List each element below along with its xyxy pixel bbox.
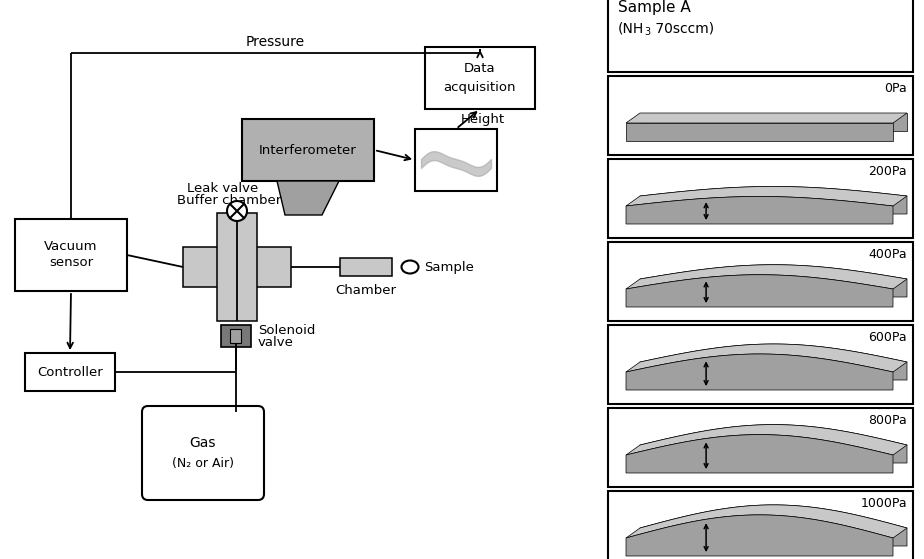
FancyBboxPatch shape — [340, 258, 392, 276]
Text: $\mu m$: $\mu m$ — [703, 367, 728, 381]
FancyBboxPatch shape — [142, 406, 264, 500]
Polygon shape — [277, 181, 339, 215]
Polygon shape — [640, 505, 907, 546]
Polygon shape — [626, 505, 907, 538]
Text: Gas: Gas — [189, 436, 216, 450]
FancyBboxPatch shape — [415, 129, 497, 191]
FancyBboxPatch shape — [608, 325, 913, 404]
Polygon shape — [626, 434, 893, 473]
Text: Chamber: Chamber — [335, 284, 396, 297]
Polygon shape — [640, 425, 907, 463]
FancyBboxPatch shape — [608, 408, 913, 487]
Polygon shape — [626, 113, 907, 123]
Text: (N₂ or Air): (N₂ or Air) — [172, 457, 234, 470]
Polygon shape — [640, 113, 907, 131]
FancyBboxPatch shape — [608, 159, 913, 238]
Text: Height: Height — [461, 112, 505, 126]
FancyBboxPatch shape — [608, 491, 913, 559]
Polygon shape — [626, 274, 893, 307]
Polygon shape — [626, 196, 893, 224]
Text: 39: 39 — [687, 531, 703, 544]
Text: Leak valve: Leak valve — [188, 182, 259, 195]
Text: Sample: Sample — [424, 260, 474, 273]
Text: 1000Pa: 1000Pa — [860, 497, 907, 510]
FancyBboxPatch shape — [608, 242, 913, 321]
Text: sensor: sensor — [49, 257, 93, 269]
Polygon shape — [626, 344, 907, 372]
Text: Pressure: Pressure — [246, 35, 305, 49]
Text: 600Pa: 600Pa — [869, 331, 907, 344]
Polygon shape — [640, 265, 907, 297]
Polygon shape — [626, 187, 907, 206]
Text: Interferometer: Interferometer — [259, 144, 357, 157]
Text: Buffer chamber: Buffer chamber — [176, 194, 281, 207]
Text: $\mu m$: $\mu m$ — [703, 285, 728, 299]
Polygon shape — [626, 354, 893, 390]
FancyBboxPatch shape — [25, 353, 115, 391]
Text: 18: 18 — [687, 205, 703, 217]
Text: 32: 32 — [687, 367, 703, 380]
FancyBboxPatch shape — [608, 76, 913, 155]
Text: $\mu m$: $\mu m$ — [703, 449, 728, 463]
Text: 36: 36 — [687, 449, 703, 462]
FancyBboxPatch shape — [608, 0, 913, 72]
Polygon shape — [640, 344, 907, 380]
Text: Controller: Controller — [37, 366, 103, 378]
Bar — [183, 247, 291, 287]
Text: $\mu m$: $\mu m$ — [703, 204, 728, 218]
FancyBboxPatch shape — [221, 325, 251, 347]
Polygon shape — [626, 425, 907, 455]
Text: Vacuum: Vacuum — [44, 240, 98, 253]
Bar — [217, 213, 257, 321]
Polygon shape — [626, 265, 907, 289]
Polygon shape — [626, 515, 893, 556]
Text: 200Pa: 200Pa — [869, 165, 907, 178]
Text: Data: Data — [464, 63, 496, 75]
Text: 800Pa: 800Pa — [869, 414, 907, 427]
Text: 3: 3 — [644, 27, 650, 37]
Circle shape — [227, 201, 247, 221]
Text: acquisition: acquisition — [444, 80, 517, 93]
FancyBboxPatch shape — [15, 219, 127, 291]
Polygon shape — [626, 123, 893, 141]
Text: Solenoid: Solenoid — [258, 324, 315, 337]
FancyBboxPatch shape — [230, 329, 241, 343]
Text: Sample A: Sample A — [618, 0, 691, 15]
Text: $\mu m$: $\mu m$ — [703, 530, 728, 544]
Text: 400Pa: 400Pa — [869, 248, 907, 261]
Polygon shape — [640, 187, 907, 214]
Text: (NH: (NH — [618, 22, 644, 36]
Ellipse shape — [402, 260, 419, 273]
Text: 26: 26 — [687, 286, 703, 299]
Text: valve: valve — [258, 337, 294, 349]
Text: 0Pa: 0Pa — [884, 82, 907, 95]
FancyBboxPatch shape — [425, 47, 535, 109]
FancyBboxPatch shape — [242, 119, 374, 181]
Text: 70sccm): 70sccm) — [651, 22, 714, 36]
